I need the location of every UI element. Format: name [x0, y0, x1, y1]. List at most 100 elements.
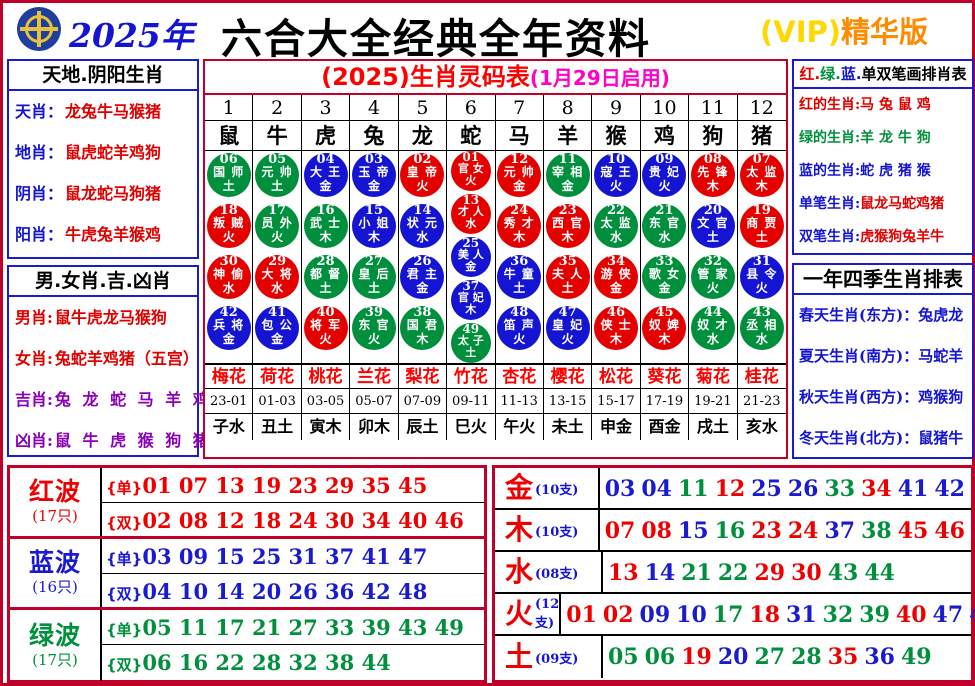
ball-number: 05	[268, 152, 287, 167]
wave-number-list: 05 11 17 21 27 33 39 43 49	[142, 615, 464, 640]
zodiac-ball[interactable]: 42 兵 将金	[206, 306, 251, 350]
zodiac-ball[interactable]: 08 先 锋木	[690, 153, 735, 197]
zodiac-ball[interactable]: 04 大 王金	[303, 153, 348, 197]
zodiac-ball[interactable]: 45 奴 婢木	[642, 306, 687, 350]
ball-title: 国 君	[406, 318, 438, 332]
zodiac-ball[interactable]: 07 太 监木	[739, 153, 784, 197]
element-number: 33	[824, 476, 856, 502]
zodiac-ball[interactable]: 40 将 军火	[303, 306, 348, 350]
zodiac-ball[interactable]: 16 武 士木	[303, 204, 348, 248]
zodiac-ball[interactable]: 33 歌 女金	[642, 255, 687, 299]
ball-element: 水	[271, 281, 284, 295]
zodiac-ball[interactable]: 21 东 官水	[642, 204, 687, 248]
flower-cell: 樱花	[543, 364, 593, 389]
zodiac-code-table: (2025)生肖灵码表(1月29日启用) 1 2 3 4 5 6 7 8 9 10 11 12 鼠牛虎…	[203, 59, 788, 459]
column-number-cell: 6	[447, 95, 496, 121]
wave-even-line: {双}02 08 12 18 24 30 34 40 46	[102, 503, 484, 538]
stem-branch-cell: 午火	[496, 414, 544, 440]
zodiac-ball[interactable]: 39 东 官火	[351, 306, 396, 350]
zodiac-ball[interactable]: 01 官 女火	[450, 151, 491, 191]
zodiac-ball[interactable]: 27 皇 后土	[351, 255, 396, 299]
ball-number: 15	[364, 203, 383, 218]
element-number: 46	[934, 518, 965, 544]
zodiac-ball[interactable]: 02 皇 帝火	[400, 153, 445, 197]
column-number-cell: 7	[495, 95, 544, 121]
zodiac-ball[interactable]: 22 太 监水	[594, 204, 639, 248]
column-number-cell: 5	[398, 95, 448, 121]
ball-number: 31	[752, 254, 771, 269]
zodiac-ball[interactable]: 06 国 师土	[206, 153, 251, 197]
wave-odd-line: {单}01 07 13 19 23 29 35 45	[102, 468, 484, 503]
wave-group: 蓝波 (16只) {单}03 09 15 25 31 37 41 47 {双}04 1…	[10, 539, 484, 610]
zodiac-ball[interactable]: 18 叛 贼火	[206, 204, 251, 248]
ball-element: 火	[610, 179, 623, 193]
element-number: 29	[754, 560, 786, 586]
zodiac-ball[interactable]: 03 玉 帝金	[351, 153, 396, 197]
element-number-list: 03 04 11 12 25 26 33 34 41 42	[600, 468, 971, 508]
zodiac-ball[interactable]: 47 皇 妃火	[545, 306, 590, 350]
zodiac-ball[interactable]: 35 夫 人土	[545, 255, 590, 299]
row-value: 蛇 虎 猪 猴	[860, 163, 931, 179]
zodiac-ball[interactable]: 46 侠 士木	[594, 306, 639, 350]
zodiac-ball[interactable]: 34 游 侠金	[594, 255, 639, 299]
row-value: 兔 龙 蛇 马 羊 鸡	[54, 390, 212, 409]
ball-title: 皇 后	[358, 267, 390, 281]
element-number: 02	[602, 602, 634, 628]
ball-element: 土	[222, 179, 235, 193]
ball-title: 歌 女	[648, 267, 681, 281]
zodiac-ball[interactable]: 24 秀 才木	[497, 204, 542, 248]
element-number: 06	[644, 644, 676, 670]
zodiac-ball[interactable]: 28 都 督土	[303, 255, 348, 299]
zodiac-ball[interactable]: 17 员 外火	[255, 204, 300, 248]
zodiac-ball[interactable]: 23 西 官木	[545, 204, 590, 248]
zodiac-ball[interactable]: 43 丞 相水	[739, 306, 784, 350]
zodiac-ball[interactable]: 25 美 人金	[450, 237, 491, 277]
season-row: 秋天生肖(西方)：鸡猴狗	[799, 388, 964, 406]
zodiac-ball[interactable]: 26 君 主金	[400, 255, 445, 299]
flower-cell: 荷花	[253, 364, 302, 389]
flower-cell: 梅花	[205, 364, 254, 389]
ball-element: 金	[367, 179, 380, 193]
ball-number: 20	[703, 203, 722, 218]
zodiac-ball[interactable]: 38 国 君木	[400, 306, 445, 350]
zodiac-ball[interactable]: 29 大 将水	[255, 255, 300, 299]
title-part: 单双笔画排肖表	[861, 65, 967, 83]
zodiac-ball[interactable]: 36 牛 童土	[497, 255, 542, 299]
zodiac-ball[interactable]: 05 元 帅土	[255, 152, 300, 197]
ball-element: 土	[465, 346, 477, 359]
zodiac-ball[interactable]: 48 笛 声火	[497, 306, 542, 350]
zodiac-ball[interactable]: 11 宰 相金	[545, 153, 590, 197]
zodiac-ball[interactable]: 31 县 令火	[739, 254, 784, 299]
row-value: 龙兔牛马猴猪	[65, 102, 162, 121]
zodiac-ball[interactable]: 10 寇 王火	[594, 153, 639, 197]
male-female-row: 女肖: 兔蛇羊鸡猪（五宫）	[9, 338, 199, 379]
zodiac-ball[interactable]: 14 状 元水	[400, 204, 445, 248]
vip-badge-part1: (VIP)	[760, 15, 841, 49]
element-number: 04	[641, 476, 672, 502]
element-label: 火 (12支)	[495, 594, 562, 634]
zodiac-ball[interactable]: 44 奴 才水	[690, 306, 735, 350]
zodiac-ball[interactable]: 13 才 人水	[450, 194, 491, 234]
heaven-earth-row: 地肖： 鼠虎蛇羊鸡狗	[9, 132, 197, 173]
animal-cell: 虎	[301, 121, 351, 151]
zodiac-ball[interactable]: 49 太 子土	[450, 323, 491, 363]
element-number: 17	[712, 602, 744, 628]
zodiac-ball[interactable]: 09 贵 妃火	[642, 153, 687, 197]
zodiac-ball[interactable]: 19 商 贾土	[739, 204, 784, 248]
wave-numbers: {单}01 07 13 19 23 29 35 45 {双}02 08 12 18…	[102, 468, 484, 536]
animal-cell: 鼠	[205, 121, 254, 151]
time-range-cell: 23-01	[205, 389, 254, 414]
row-value: 马 兔 鼠 鸡	[860, 97, 931, 113]
ball-element: 水	[222, 281, 235, 295]
zodiac-ball[interactable]: 12 元 帅金	[497, 153, 542, 197]
zodiac-ball[interactable]: 20 文 官土	[690, 203, 735, 248]
zodiac-ball[interactable]: 32 管 家火	[690, 255, 735, 299]
ball-number: 37	[462, 279, 480, 293]
ball-column: 05 元 帅土 17 员 外火 29 大 将水 41 包 公金	[253, 151, 302, 363]
zodiac-ball[interactable]: 30 神 偷水	[206, 255, 251, 299]
zodiac-ball[interactable]: 15 小 姐木	[351, 203, 396, 248]
zodiac-ball[interactable]: 41 包 公金	[255, 306, 300, 350]
parity-tag: {双}	[106, 656, 143, 674]
zodiac-ball[interactable]: 37 官 妃木	[450, 279, 491, 320]
ball-column: 11 宰 相金 23 西 官木 35 夫 人土 47 皇 妃火	[544, 151, 593, 363]
